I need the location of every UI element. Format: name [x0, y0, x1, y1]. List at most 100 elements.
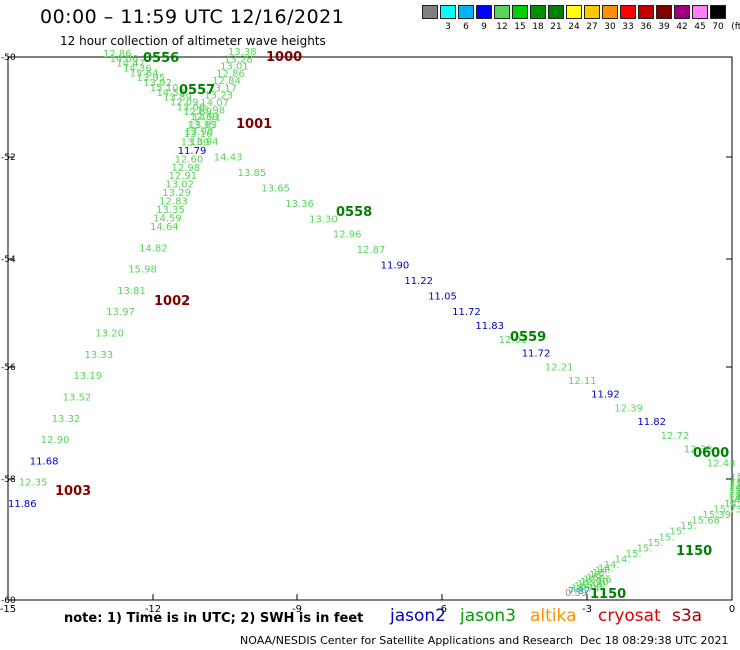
swh-label: 14.06: [110, 54, 139, 65]
legend-unit: (ft): [731, 22, 740, 32]
swh-label: 11.79: [178, 146, 207, 157]
time-marker: 1001: [236, 117, 272, 132]
swh-label: 14.: [595, 566, 611, 577]
legend-label: 18: [532, 22, 544, 32]
lat-tick-label: -50: [1, 53, 16, 63]
swh-label: 13.38: [228, 47, 257, 58]
swh-label: 15.64: [130, 68, 159, 79]
swh-label: 13.29: [162, 188, 191, 199]
swh-label: 13.32: [52, 414, 81, 425]
legend-label: 12: [496, 22, 508, 32]
time-marker: 0558: [336, 205, 372, 220]
swh-label: 14.: [604, 560, 620, 571]
time-marker: 0600: [693, 446, 729, 461]
swh-label: 15.: [681, 521, 697, 532]
swh-label: 13.: [592, 568, 608, 579]
swh-label: 15.: [659, 532, 675, 543]
swh-label: 15.: [648, 538, 664, 549]
legend-swatch: [566, 5, 582, 19]
swh-label: 13.90: [185, 127, 214, 138]
swh-label: 13.35: [156, 205, 185, 216]
axis-ticks: -15 -12 -9 -6 -3 0 -50 -52 -54 -56 -58 -60: [0, 53, 735, 615]
footer-timestamp: Dec 18 08:29:38 UTC 2021: [580, 634, 729, 647]
swh-label: 7.87: [568, 586, 590, 597]
legend-swatch: [458, 5, 474, 19]
swh-label: 13.: [589, 570, 605, 581]
swh-label: 15.68: [691, 516, 720, 527]
legend-label: 24: [568, 22, 580, 32]
swh-label: 13.33: [85, 350, 114, 361]
legend-swatch: [512, 5, 528, 19]
altimeter-tracks: 12.8614.0614.4714.3615.6413.9513.9215.10…: [8, 47, 740, 599]
swh-label: 11.86: [8, 499, 37, 510]
swh-label: 12.91: [169, 171, 198, 182]
legend-swatch: [476, 5, 492, 19]
swh-label: 11.22: [404, 276, 433, 287]
map-frame: [7, 56, 733, 601]
time-marker: 0556: [143, 51, 179, 66]
swh-label: 14.82: [139, 243, 168, 254]
legend-swatch: [440, 5, 456, 19]
lat-tick-label: -52: [1, 153, 16, 163]
swh-label: 13.25: [729, 489, 740, 500]
swh-label: 13.38: [729, 485, 740, 496]
swh-label: 13.36: [729, 491, 740, 502]
swh-label: 12.11: [568, 376, 597, 387]
legend-label: 9: [481, 22, 487, 32]
swh-label: 13.: [586, 572, 602, 583]
swh-label: 12.10: [580, 577, 609, 588]
legend-swatch: [602, 5, 618, 19]
swh-label: 14.59: [153, 214, 182, 225]
legend-label: 70: [712, 22, 724, 32]
swh-label: 13.72: [730, 472, 740, 483]
swh-label: 13.89: [163, 93, 192, 104]
swh-label: 12.00: [577, 579, 606, 590]
swh-label: 12.86: [103, 49, 132, 60]
swh-label: 13.09: [181, 137, 210, 148]
time-markers: 0556 1000 0557 1001 0558 1002 0559 1003 0600 1150…: [55, 50, 729, 602]
legend-swatch: [530, 5, 546, 19]
swh-label: 12.38: [684, 445, 713, 456]
swh-label: 15.10: [150, 83, 179, 94]
map-subtitle: 12 hour collection of altimeter wave hei…: [60, 34, 326, 48]
swh-label: 13.97: [106, 307, 135, 318]
swh-label: 11.68: [30, 456, 59, 467]
lat-tick-label: -58: [1, 475, 16, 485]
swh-label: 14.47: [116, 59, 145, 70]
swh-label: 12.35: [19, 478, 48, 489]
swh-label: 15.: [637, 543, 653, 554]
swh-label: 14.07: [200, 98, 229, 109]
swh-label: 15.73: [713, 504, 740, 515]
swh-label: 11.82: [637, 417, 666, 428]
lat-tick-label: -54: [1, 255, 16, 265]
swh-label: 13.29: [730, 474, 740, 485]
map-title: 00:00 – 11:59 UTC 12/16/2021: [40, 6, 345, 28]
lon-tick-label: 0: [729, 604, 735, 615]
legend-label: 27: [586, 22, 598, 32]
swh-label: 0.59: [565, 588, 587, 599]
legend-swatch: [422, 5, 438, 19]
swh-label: 15.69: [574, 581, 603, 592]
swh-label: 12.89: [183, 107, 212, 118]
swh-label: 13.83: [189, 120, 218, 131]
swh-label: 13.09: [730, 478, 740, 489]
swh-label: 13.28: [224, 54, 253, 65]
swh-label: 14.: [598, 564, 614, 575]
swh-label: 13.85: [238, 168, 267, 179]
legend-swatch: [710, 5, 726, 19]
swh-label: 13.02: [165, 180, 194, 191]
swh-label: 12.83: [159, 197, 188, 208]
map-border: [7, 56, 733, 601]
swh-label: 14.64: [150, 222, 179, 233]
swh-label: 13.17: [208, 83, 237, 94]
swh-label: 12.66: [583, 575, 612, 586]
time-marker: 1003: [55, 484, 91, 499]
lat-tick-label: -56: [1, 363, 16, 373]
swh-label: 12.69: [190, 112, 219, 123]
swh-label: 12.87: [357, 245, 386, 256]
swh-label: 12.09: [170, 98, 199, 109]
swh-label: 13.85: [729, 487, 740, 498]
satellite-cryosat: cryosat: [598, 606, 661, 626]
legend-swatch: [620, 5, 636, 19]
lat-tick-label: -60: [1, 596, 16, 606]
